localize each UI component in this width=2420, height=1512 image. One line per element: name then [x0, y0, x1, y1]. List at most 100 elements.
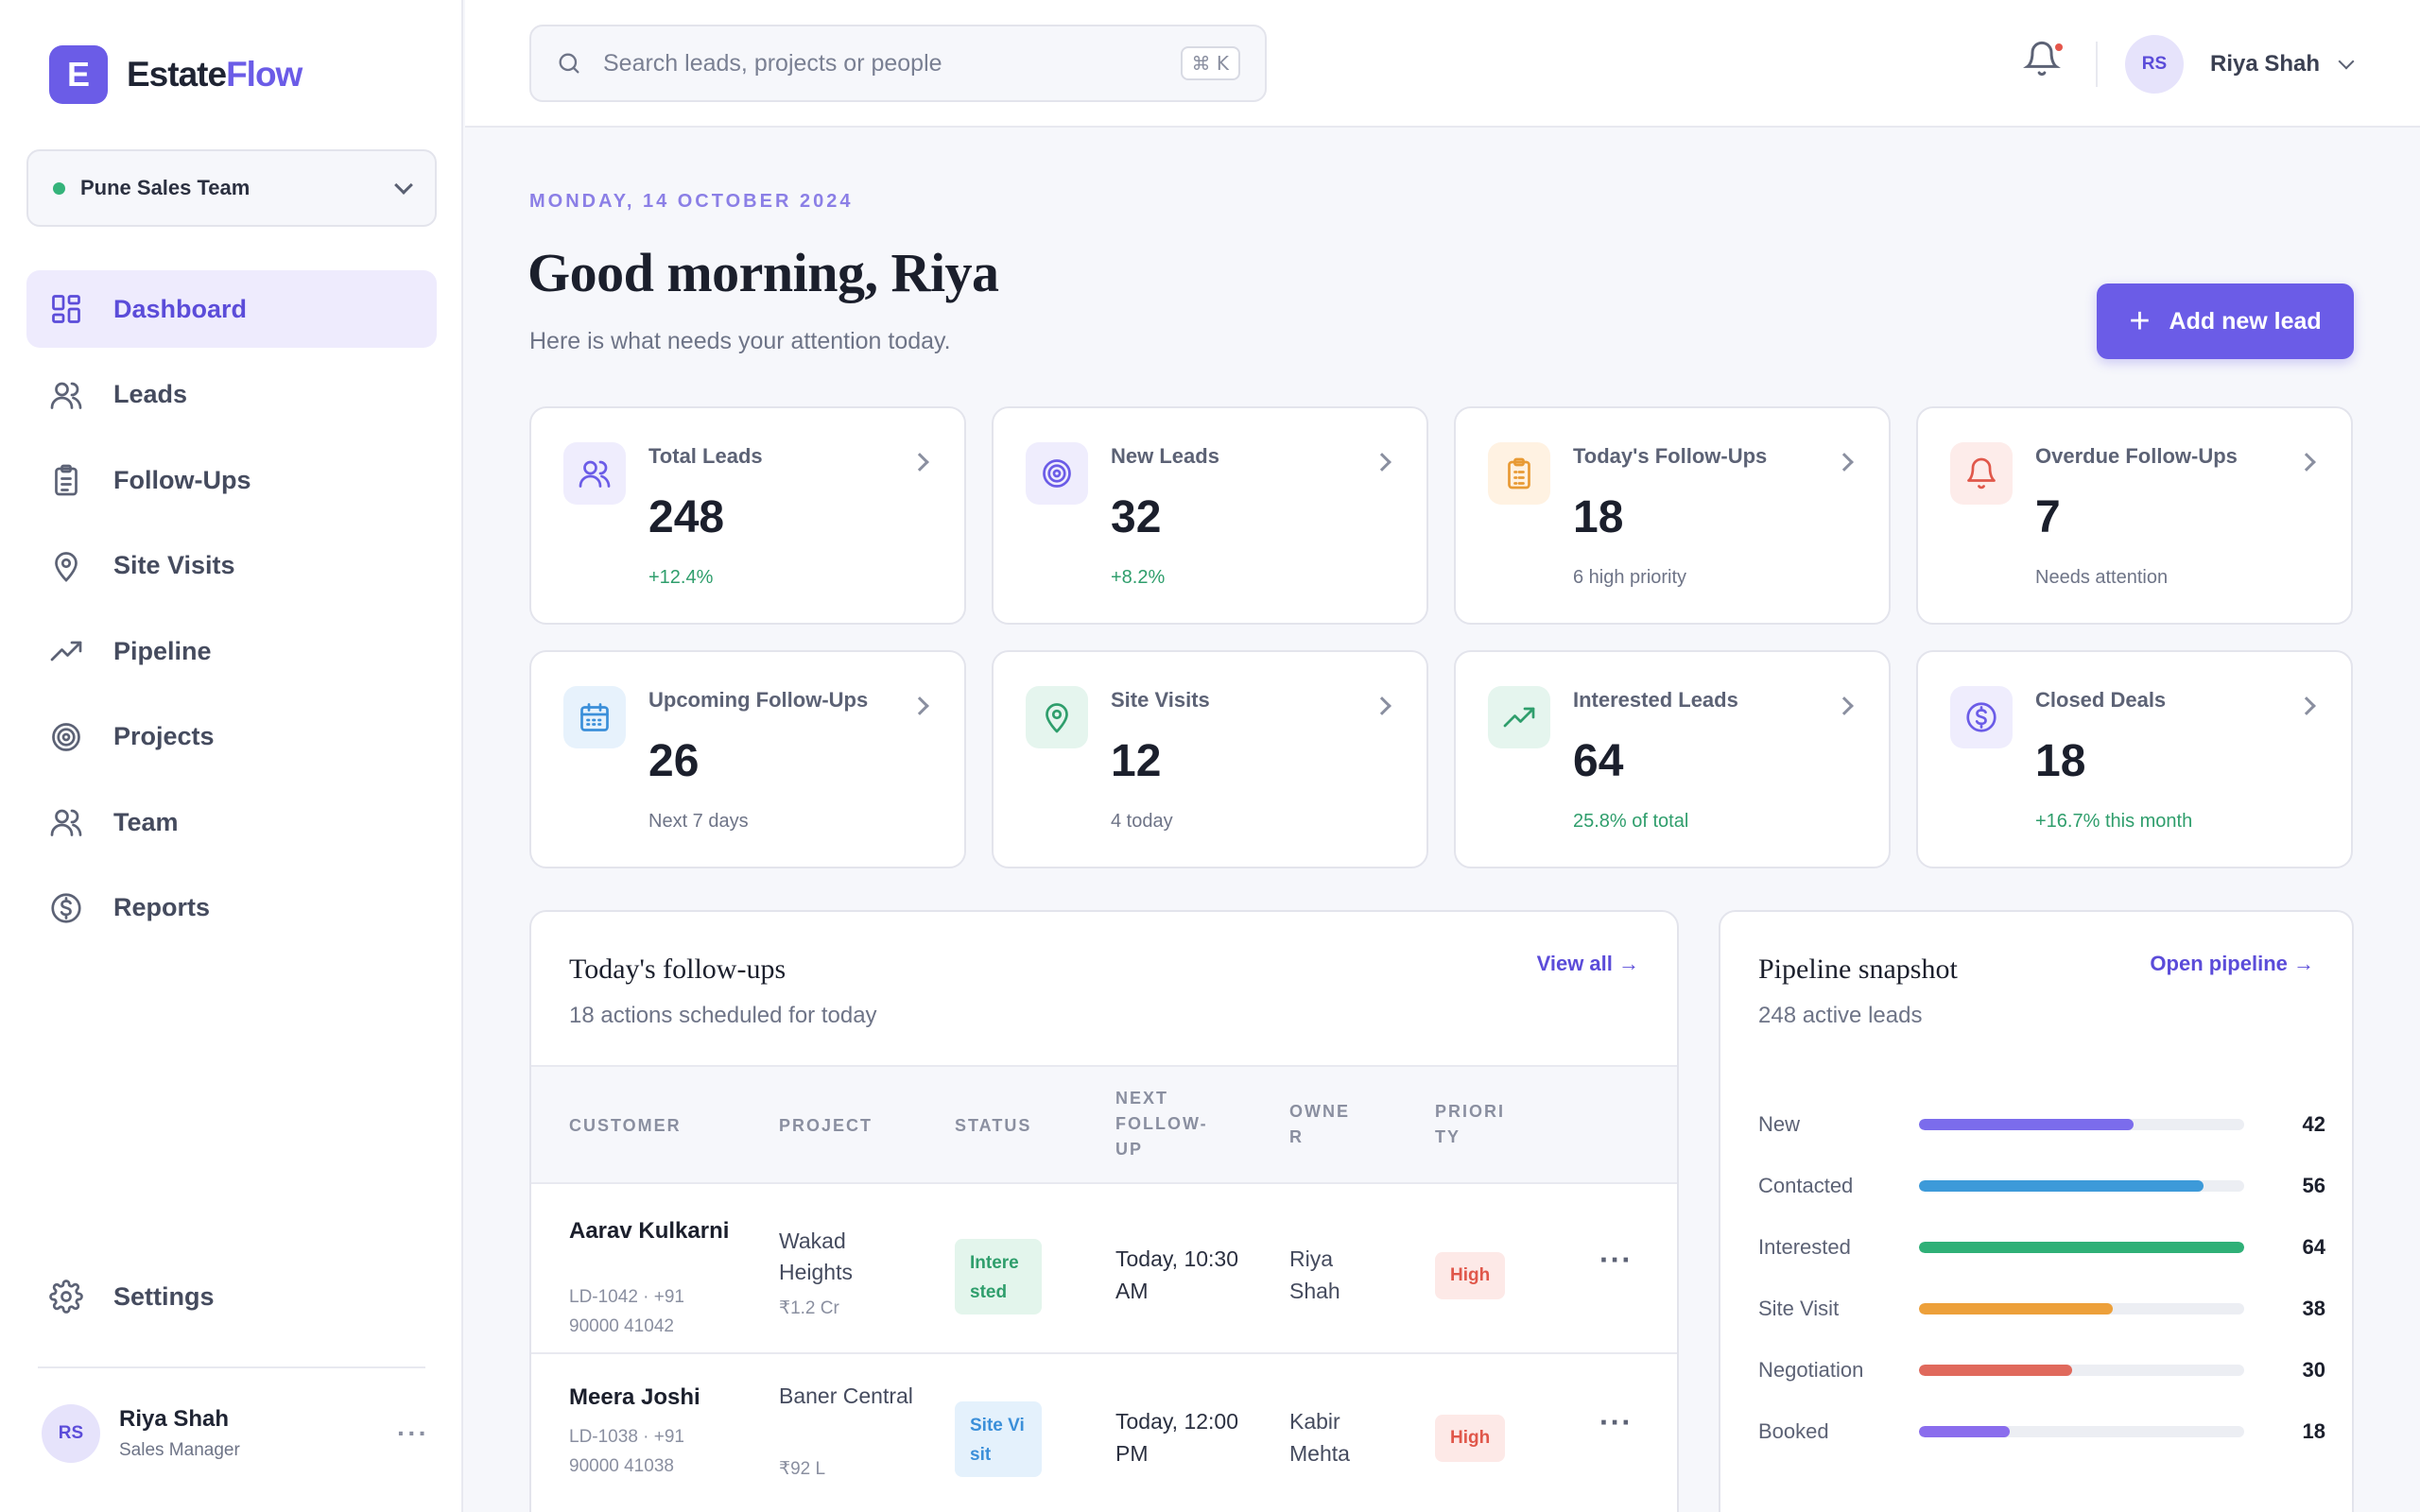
stat-card-interested-leads[interactable]: Interested Leads 64 25.8% of total	[1454, 650, 1891, 868]
sidebar-item-team[interactable]: Team	[26, 783, 437, 861]
map-pin-icon	[55, 551, 78, 582]
stat-label: New Leads	[1111, 444, 1219, 468]
pipeline-stage-value: 30	[2302, 1358, 2325, 1382]
row-actions-icon[interactable]: ···	[1599, 1243, 1633, 1277]
stat-icon-container	[1488, 686, 1550, 748]
stat-icon-container	[1026, 442, 1088, 505]
sidebar-item-projects[interactable]: Projects	[26, 698, 437, 776]
chevron-right-icon[interactable]	[1373, 453, 1392, 472]
chevron-right-icon[interactable]	[1373, 696, 1392, 715]
user-menu[interactable]: RS Riya Shah	[2125, 35, 2355, 94]
customer-name[interactable]: Meera Joshi	[569, 1384, 700, 1410]
priority-badge: High	[1435, 1252, 1506, 1299]
pipeline-stage-booked[interactable]: Booked 18	[1758, 1418, 2325, 1446]
followups-panel: Today's follow-ups 18 actions scheduled …	[529, 910, 1679, 1512]
stat-card-upcoming-follow-ups[interactable]: Upcoming Follow-Ups 26 Next 7 days	[529, 650, 966, 868]
sidebar-item-site-visits[interactable]: Site Visits	[26, 527, 437, 605]
brand-name: EstateFlow	[127, 55, 302, 94]
sidebar-item-settings[interactable]: Settings	[26, 1258, 437, 1335]
stat-card-total-leads[interactable]: Total Leads 248 +12.4%	[529, 406, 966, 625]
dashboard-icon	[52, 295, 80, 323]
sidebar-user-card[interactable]: RS Riya Shah Sales Manager ···	[42, 1400, 429, 1467]
stat-subtext: 25.8% of total	[1573, 811, 1689, 832]
table-row[interactable]: Meera Joshi LD-1038 · +91 90000 41038 Ba…	[531, 1356, 1677, 1512]
pipeline-stage-negotiation[interactable]: Negotiation 30	[1758, 1356, 2325, 1384]
column-header-priority[interactable]: PRIORITY	[1435, 1102, 1506, 1146]
stat-card-closed-deals[interactable]: Closed Deals 18 +16.7% this month	[1916, 650, 2353, 868]
column-header-next-follow-up[interactable]: NEXT FOLLOW-UP	[1115, 1089, 1208, 1159]
project-price: ₹1.2 Cr	[779, 1298, 839, 1318]
customer-name[interactable]: Aarav Kulkarni	[569, 1218, 730, 1244]
open-pipeline-link[interactable]: Open pipeline →	[2150, 952, 2314, 975]
status-badge: Site Visit	[955, 1401, 1042, 1477]
column-header-status[interactable]: STATUS	[955, 1116, 1032, 1135]
pipeline-stage-value: 42	[2302, 1112, 2325, 1136]
stat-card-new-leads[interactable]: New Leads 32 +8.2%	[992, 406, 1428, 625]
stat-icon-container	[1488, 442, 1550, 505]
more-options-icon[interactable]: ···	[397, 1418, 429, 1448]
followups-subtitle: 18 actions scheduled for today	[569, 1003, 877, 1028]
sidebar-item-leads[interactable]: Leads	[26, 356, 437, 434]
pipeline-stage-new[interactable]: New 42	[1758, 1110, 2325, 1139]
chevron-right-icon[interactable]	[1835, 453, 1854, 472]
sidebar-item-reports[interactable]: Reports	[26, 869, 437, 947]
team-selector[interactable]: Pune Sales Team	[26, 149, 437, 227]
team-icon	[50, 809, 82, 836]
search-shortcut: ⌘ K	[1180, 46, 1240, 80]
sidebar-item-dashboard[interactable]: Dashboard	[26, 270, 437, 348]
stat-subtext: +12.4%	[648, 567, 714, 588]
avatar: RS	[42, 1404, 100, 1463]
row-actions-icon[interactable]: ···	[1599, 1405, 1633, 1439]
sidebar-settings: Settings	[26, 1258, 437, 1344]
table-header: CUSTOMER PROJECT STATUS NEXT FOLLOW-UP O…	[531, 1065, 1677, 1184]
column-header-owner[interactable]: OWNER	[1289, 1102, 1350, 1146]
pipeline-bar-fill	[1919, 1119, 2135, 1130]
pipeline-bar-track	[1919, 1242, 2244, 1253]
brand-name-part2: Flow	[226, 55, 302, 94]
stat-card-site-visits[interactable]: Site Visits 12 4 today	[992, 650, 1428, 868]
chevron-right-icon[interactable]	[910, 453, 929, 472]
table-row[interactable]: Aarav Kulkarni LD-1042 · +91 90000 41042…	[531, 1184, 1677, 1354]
stat-icon-container	[563, 442, 626, 505]
users-icon	[50, 382, 82, 409]
pipeline-bar-track	[1919, 1365, 2244, 1376]
column-header-customer[interactable]: CUSTOMER	[569, 1116, 682, 1135]
sidebar-item-follow-ups[interactable]: Follow-Ups	[26, 441, 437, 519]
chevron-right-icon[interactable]	[910, 696, 929, 715]
search-input[interactable]: Search leads, projects or people ⌘ K	[529, 25, 1267, 102]
next-follow-up: Today, 10:30 AM	[1115, 1246, 1239, 1303]
notifications-button[interactable]	[2023, 40, 2065, 81]
current-date: MONDAY, 14 OCTOBER 2024	[529, 191, 854, 212]
chevron-right-icon[interactable]	[2297, 453, 2316, 472]
brand[interactable]: E EstateFlow	[49, 45, 302, 104]
chevron-right-icon[interactable]	[1835, 696, 1854, 715]
dollar-icon	[1966, 702, 1996, 732]
pipeline-bar-fill	[1919, 1180, 2204, 1192]
stat-card-overdue-follow-ups[interactable]: Overdue Follow-Ups 7 Needs attention	[1916, 406, 2353, 625]
pipeline-stage-site-visit[interactable]: Site Visit 38	[1758, 1295, 2325, 1323]
clipboard-icon	[55, 464, 78, 496]
sidebar-item-label: Reports	[113, 893, 211, 921]
pipeline-stage-interested[interactable]: Interested 64	[1758, 1233, 2325, 1262]
stat-card-today-s-follow-ups[interactable]: Today's Follow-Ups 18 6 high priority	[1454, 406, 1891, 625]
stat-subtext: Needs attention	[2035, 567, 2169, 588]
page-title: Good morning, Riya	[527, 242, 999, 303]
team-status-dot	[53, 181, 65, 195]
project-price: ₹92 L	[779, 1459, 826, 1479]
stat-subtext: +8.2%	[1111, 567, 1166, 588]
chevron-right-icon[interactable]	[2297, 696, 2316, 715]
brand-logo: E	[49, 45, 108, 104]
stat-value: 26	[648, 736, 700, 786]
pipeline-stage-label: Contacted	[1758, 1174, 1854, 1197]
stat-label: Total Leads	[648, 444, 763, 468]
sidebar-item-pipeline[interactable]: Pipeline	[26, 612, 437, 690]
customer-meta: LD-1042 · +91 90000 41042	[569, 1287, 684, 1336]
add-lead-button[interactable]: + Add new lead	[2097, 284, 2354, 359]
pipeline-stage-value: 38	[2302, 1297, 2325, 1320]
pipeline-stage-value: 18	[2302, 1419, 2325, 1443]
pipeline-stage-contacted[interactable]: Contacted 56	[1758, 1172, 2325, 1200]
column-header-project[interactable]: PROJECT	[779, 1116, 873, 1135]
owner-name: Kabir Mehta	[1289, 1409, 1350, 1466]
view-all-link[interactable]: View all →	[1536, 952, 1639, 975]
customer-meta: LD-1038 · +91 90000 41038	[569, 1427, 684, 1476]
